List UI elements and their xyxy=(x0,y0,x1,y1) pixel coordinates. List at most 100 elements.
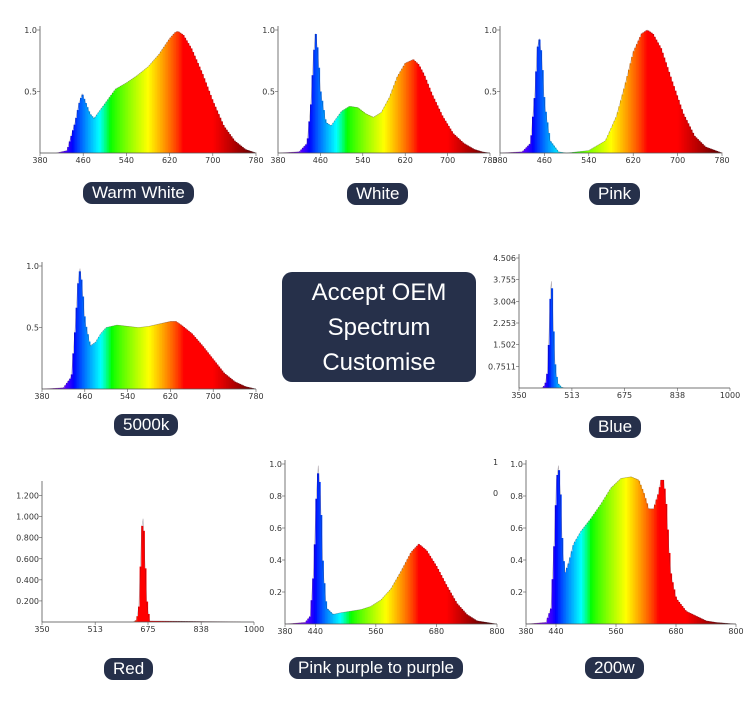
spectrum-bar xyxy=(305,144,308,153)
spectrum-bar xyxy=(575,539,578,624)
spectrum-bar xyxy=(144,326,147,389)
spectrum-bar xyxy=(488,622,491,624)
spectrum-bar xyxy=(242,385,245,389)
spectrum-outline xyxy=(40,30,257,154)
y-tick-label: 0.200 xyxy=(16,597,39,606)
spectrum-bar xyxy=(158,621,161,622)
spectrum-bar xyxy=(205,350,208,389)
spectrum-bar xyxy=(321,560,324,624)
spectrum-bar xyxy=(567,563,570,624)
spectrum-bar xyxy=(660,480,663,624)
spectrum-bar xyxy=(481,151,484,153)
spectrum-bar xyxy=(709,148,712,153)
spectrum-bar xyxy=(106,327,109,389)
x-tick-label: 513 xyxy=(88,625,103,634)
spectrum-bar xyxy=(672,86,675,153)
spectrum-bar xyxy=(104,328,107,389)
spectrum-bar xyxy=(74,332,77,389)
spectrum-bar xyxy=(606,494,609,624)
x-tick-label: 540 xyxy=(119,156,134,165)
spectrum-bar xyxy=(94,116,97,153)
spectrum-bar xyxy=(703,145,706,153)
spectrum-bar xyxy=(70,135,73,153)
spectrum-bar xyxy=(538,39,541,153)
spectrum-bar xyxy=(64,385,67,389)
spectrum-bar xyxy=(362,112,365,153)
spectrum-bar xyxy=(618,479,621,624)
spectrum-bar xyxy=(706,621,709,624)
spectrum-bar xyxy=(650,32,653,153)
spectrum-bar xyxy=(450,131,453,153)
spectrum-bar xyxy=(685,120,688,153)
spectrum-bar xyxy=(420,69,423,153)
spectrum-bar xyxy=(533,98,536,153)
spectrum-bar xyxy=(297,151,300,153)
x-tick-label: 780 xyxy=(482,156,497,165)
spectrum-bar xyxy=(214,106,217,153)
spectrum-bar xyxy=(144,568,147,622)
x-tick-label: 800 xyxy=(728,627,743,636)
spectrum-bar xyxy=(690,613,693,624)
spectrum-bar xyxy=(708,621,711,624)
spectrum-bar xyxy=(317,473,320,624)
spectrum-bar xyxy=(452,133,455,153)
spectrum-bar xyxy=(428,87,431,153)
spectrum-bar xyxy=(454,601,457,624)
spectrum-bar xyxy=(478,621,481,624)
spectrum-bar xyxy=(166,621,169,622)
spectrum-bar xyxy=(540,50,543,154)
spectrum-bar xyxy=(441,578,444,624)
spectrum-bar xyxy=(540,622,543,624)
spectrum-bar xyxy=(78,102,81,153)
spectrum-bar xyxy=(552,331,555,388)
spectrum-bar xyxy=(227,131,230,153)
spectrum-bar xyxy=(162,323,165,389)
x-tick-label: 838 xyxy=(670,391,685,400)
spectrum-bar xyxy=(332,122,335,153)
spectrum-bar xyxy=(459,607,462,624)
spectrum-bar xyxy=(298,151,301,153)
spectrum-fill xyxy=(279,33,490,154)
spectrum-bar xyxy=(323,583,326,624)
spectrum-bar xyxy=(190,333,193,389)
spectrum-bar xyxy=(663,57,666,153)
spectrum-bar xyxy=(405,562,408,624)
spectrum-bar xyxy=(204,82,207,153)
spectrum-bar xyxy=(164,44,167,153)
y-tick-label: 0.6 xyxy=(510,524,523,533)
spectrum-bar xyxy=(211,99,214,153)
spectrum-bar xyxy=(620,100,623,153)
spectrum-bar xyxy=(65,150,68,153)
y-tick-label: 1.0 xyxy=(484,26,497,35)
spectrum-bar xyxy=(474,149,477,153)
spectrum-bar xyxy=(661,52,664,153)
spectrum-bar xyxy=(612,485,615,624)
spectrum-bar xyxy=(559,385,562,388)
spectrum-bar xyxy=(147,613,150,622)
spectrum-bar xyxy=(543,97,546,153)
spectrum-bar xyxy=(361,110,364,153)
spectrum-bar xyxy=(486,622,489,624)
spectrum-bar xyxy=(345,611,348,624)
spectrum-bar xyxy=(168,621,171,622)
spectrum-bar xyxy=(700,142,703,153)
spectrum-bar xyxy=(201,74,204,153)
spectrum-bar xyxy=(374,603,377,624)
spectrum-bar xyxy=(158,323,161,389)
spectrum-bar xyxy=(713,622,716,624)
x-tick-label: 620 xyxy=(626,156,641,165)
spectrum-bar xyxy=(152,325,155,389)
spectrum-bar xyxy=(394,81,397,153)
spectrum-bar xyxy=(668,71,671,153)
spectrum-bar xyxy=(328,610,331,624)
spectrum-bar xyxy=(311,75,314,153)
spectrum-bar xyxy=(403,565,406,624)
spectrum-bar xyxy=(221,370,224,389)
spectrum-bar xyxy=(56,388,59,389)
spectrum-bar xyxy=(692,132,695,153)
spectrum-bar xyxy=(457,138,460,153)
spectrum-bar xyxy=(602,142,605,153)
spectrum-bar xyxy=(392,585,395,624)
x-tick-label: 513 xyxy=(564,391,579,400)
spectrum-bar xyxy=(318,481,321,624)
